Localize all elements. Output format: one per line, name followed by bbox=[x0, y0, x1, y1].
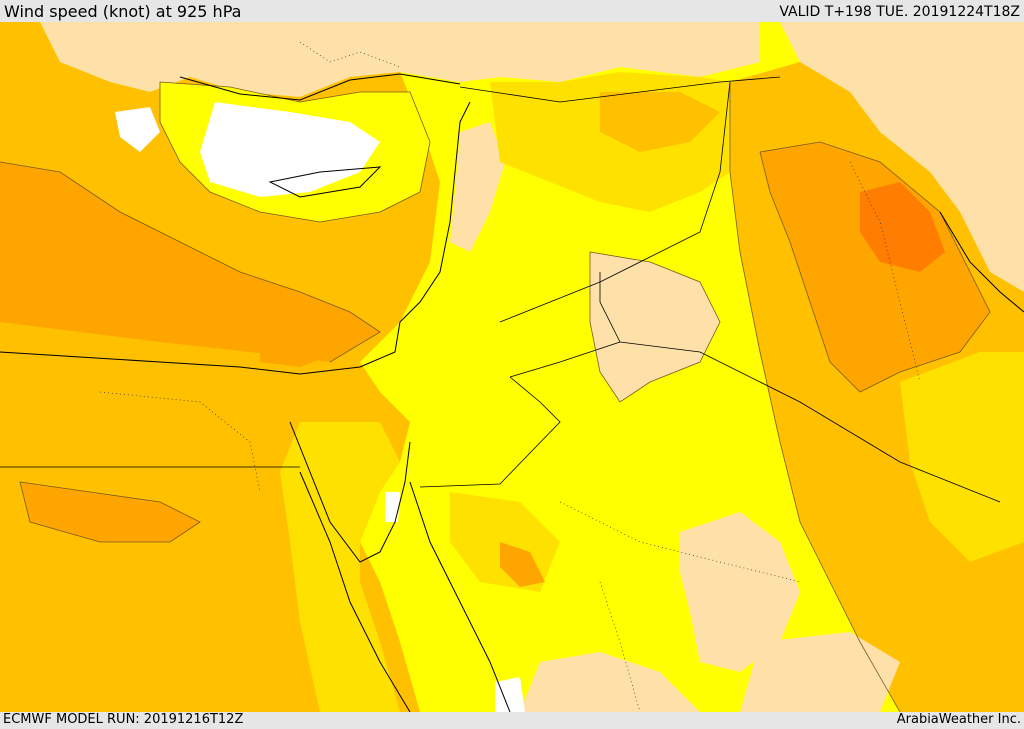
saudi-iraq-border bbox=[619, 341, 1001, 503]
levant-coast bbox=[399, 101, 471, 323]
contour-4 bbox=[729, 82, 901, 712]
contour-3 bbox=[759, 141, 991, 393]
iraq-orange-max bbox=[860, 182, 945, 272]
footer-bar: ECMWF MODEL RUN: 20191216T12Z ArabiaWeat… bbox=[0, 712, 1024, 729]
gulf-orange bbox=[900, 352, 1024, 562]
med-orange-core bbox=[0, 162, 380, 362]
jordan-pale bbox=[590, 252, 720, 402]
iraq-orange-core bbox=[760, 142, 990, 392]
suez-sinai bbox=[289, 421, 411, 563]
iraq-border bbox=[499, 81, 731, 323]
sinai-calm bbox=[385, 492, 400, 522]
syria-orange-patch bbox=[600, 92, 720, 152]
turkey-land bbox=[40, 22, 760, 97]
lebanon-pale bbox=[450, 122, 505, 252]
saudi-jordan-border bbox=[419, 376, 561, 488]
contour-1 bbox=[0, 161, 381, 363]
admin-3 bbox=[849, 161, 921, 383]
contour-lines bbox=[0, 81, 991, 712]
egypt-orange-patch-2 bbox=[260, 322, 340, 367]
admin-2 bbox=[559, 501, 801, 583]
redsea-east-coast bbox=[409, 481, 511, 712]
egypt-orange-patch bbox=[20, 482, 200, 542]
redsea-west-coast bbox=[299, 471, 411, 712]
gulf-coast bbox=[939, 211, 1024, 313]
redsea-calm bbox=[495, 677, 525, 712]
model-run: ECMWF MODEL RUN: 20191216T12Z bbox=[3, 712, 244, 727]
west-calm-patch bbox=[115, 107, 160, 152]
turkey-coast bbox=[179, 73, 461, 101]
wind-speed-map[interactable] bbox=[0, 22, 1024, 712]
admin-1 bbox=[99, 391, 261, 493]
arabia-pale-2 bbox=[520, 652, 700, 712]
borders bbox=[0, 76, 1001, 503]
valid-time: VALID T+198 TUE. 20191224T18Z bbox=[779, 4, 1020, 20]
contour-2 bbox=[159, 81, 431, 223]
credit: ArabiaWeather Inc. bbox=[896, 712, 1021, 727]
contour-5 bbox=[589, 251, 721, 403]
syria-turkey-border bbox=[459, 76, 781, 103]
cyprus bbox=[268, 166, 382, 198]
map-title: Wind speed (knot) at 925 hPa bbox=[4, 2, 242, 21]
arabia-pale-1 bbox=[680, 512, 800, 672]
arabia-pale-3 bbox=[740, 632, 900, 712]
contour-6 bbox=[19, 481, 201, 543]
header-bar: Wind speed (knot) at 925 hPa VALID T+198… bbox=[0, 0, 1024, 22]
med-calm-zone bbox=[200, 102, 380, 197]
admin-borders bbox=[99, 41, 921, 712]
egypt-coast bbox=[0, 321, 401, 375]
jordan-border bbox=[509, 272, 621, 378]
coastlines bbox=[0, 73, 1024, 712]
arabia-orange-streak bbox=[500, 542, 545, 587]
iran-land bbox=[780, 22, 1024, 292]
